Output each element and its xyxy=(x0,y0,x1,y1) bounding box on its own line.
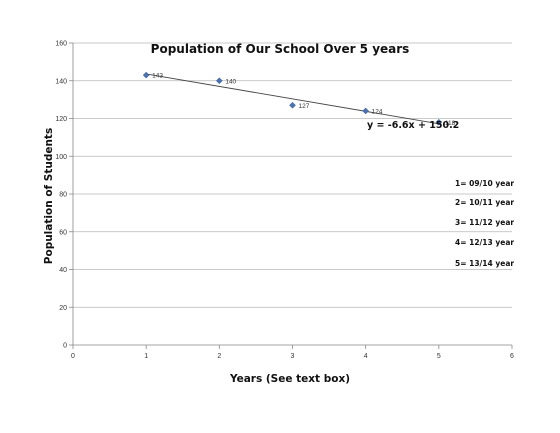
chart-title: Population of Our School Over 5 years xyxy=(151,42,410,56)
y-tick-label: 80 xyxy=(59,192,67,199)
x-axis-title: Years (See text box) xyxy=(229,373,350,385)
y-tick-label: 20 xyxy=(59,305,67,312)
y-tick-label: 100 xyxy=(55,154,67,161)
x-tick-label: 0 xyxy=(71,353,75,360)
trendline-group xyxy=(146,73,439,125)
gridlines xyxy=(73,42,512,308)
data-label: 127 xyxy=(299,103,310,110)
y-tick-label: 0 xyxy=(63,343,67,350)
x-tick-labels: 0 1 2 3 4 5 6 xyxy=(71,353,514,360)
x-tick-label: 3 xyxy=(291,353,295,360)
year-key-line: 5= 13/14 year xyxy=(455,259,514,268)
y-tick-label: 160 xyxy=(55,41,67,48)
year-key-line: 1= 09/10 year xyxy=(455,179,514,188)
data-point xyxy=(435,118,443,126)
y-tick-label: 140 xyxy=(55,78,67,85)
data-label: 124 xyxy=(372,108,383,115)
data-point xyxy=(289,101,296,109)
trendline xyxy=(146,73,439,125)
data-point xyxy=(215,77,223,85)
year-key-line: 3= 11/12 year xyxy=(455,218,514,227)
data-label: 140 xyxy=(225,78,236,85)
x-tick-label: 6 xyxy=(510,353,514,360)
axes xyxy=(69,42,513,349)
year-key-line: 4= 12/13 year xyxy=(455,238,514,247)
x-tick-label: 2 xyxy=(217,353,221,360)
y-axis-title: Population of Students xyxy=(43,128,55,264)
data-point xyxy=(362,107,370,115)
y-tick-label: 60 xyxy=(59,229,67,236)
data-point xyxy=(142,71,150,79)
year-key-line: 2= 10/11 year xyxy=(455,198,514,207)
data-label: 118 xyxy=(445,120,456,127)
data-label: 143 xyxy=(152,73,163,80)
trendline-equation: y = -6.6x + 150.2 xyxy=(367,120,459,131)
x-tick-label: 5 xyxy=(437,353,441,360)
y-tick-label: 120 xyxy=(55,116,67,123)
y-tick-labels: 0 20 40 60 80 100 120 140 160 xyxy=(55,41,67,350)
x-tick-label: 4 xyxy=(364,353,368,360)
year-key-text-box: 1= 09/10 year 2= 10/11 year 3= 11/12 yea… xyxy=(455,179,514,268)
x-tick-label: 1 xyxy=(144,353,148,360)
data-points xyxy=(142,71,443,126)
y-tick-label: 40 xyxy=(59,267,67,274)
data-labels: 143 140 127 124 118 xyxy=(152,73,455,127)
